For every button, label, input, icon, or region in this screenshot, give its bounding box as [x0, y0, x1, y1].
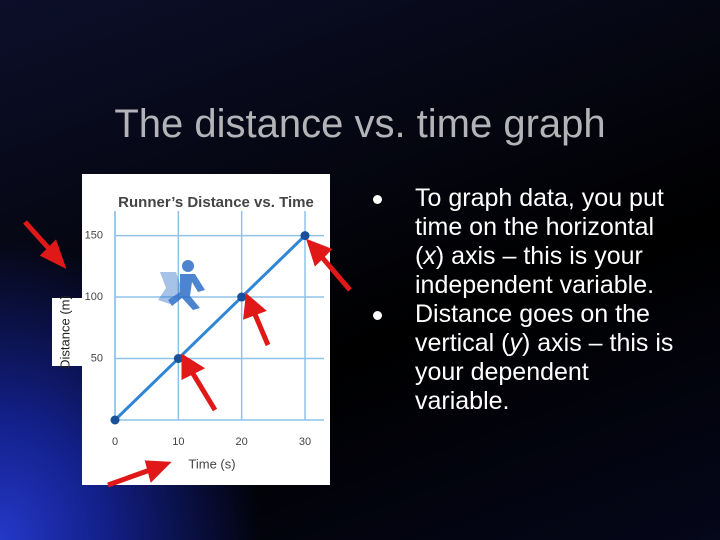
bullet-dot	[373, 311, 382, 320]
slide-title: The distance vs. time graph	[114, 102, 606, 146]
runner-icon	[158, 260, 205, 310]
bullet-text: Distance goes on the vertical (	[415, 300, 650, 357]
bullet: To graph data, you put time on the horiz…	[370, 184, 690, 300]
x-tick-label: 10	[172, 436, 184, 448]
data-line	[113, 234, 307, 422]
data-point	[300, 231, 310, 241]
bullet-list: To graph data, you put time on the horiz…	[370, 184, 690, 416]
data-point	[110, 415, 120, 425]
bullet-text: ) axis – this is your dependent variable…	[415, 329, 674, 415]
italic-text: x	[423, 242, 436, 270]
y-label-background	[52, 298, 84, 366]
bullet-text: To graph data, you put time on the horiz…	[415, 184, 664, 270]
bullet-text: ) axis – this is your independent variab…	[415, 242, 655, 299]
y-axis-label: Distance (m)	[57, 295, 72, 369]
data-point	[173, 354, 183, 364]
italic-text: y	[509, 329, 522, 357]
chart-title: Runner’s Distance vs. Time	[118, 194, 314, 211]
y-tick-label: 150	[85, 229, 103, 241]
bullet-dot	[373, 195, 382, 204]
bullet: Distance goes on the vertical (y) axis –…	[370, 300, 690, 416]
x-tick-label: 0	[112, 436, 118, 448]
y-tick-label: 50	[91, 352, 103, 364]
chart-background	[82, 174, 330, 485]
x-tick-label: 30	[299, 436, 311, 448]
x-tick-label: 20	[236, 436, 248, 448]
x-axis-label: Time (s)	[188, 456, 235, 471]
red-arrows	[23, 220, 352, 488]
data-point	[237, 292, 247, 302]
y-tick-label: 100	[85, 291, 103, 303]
